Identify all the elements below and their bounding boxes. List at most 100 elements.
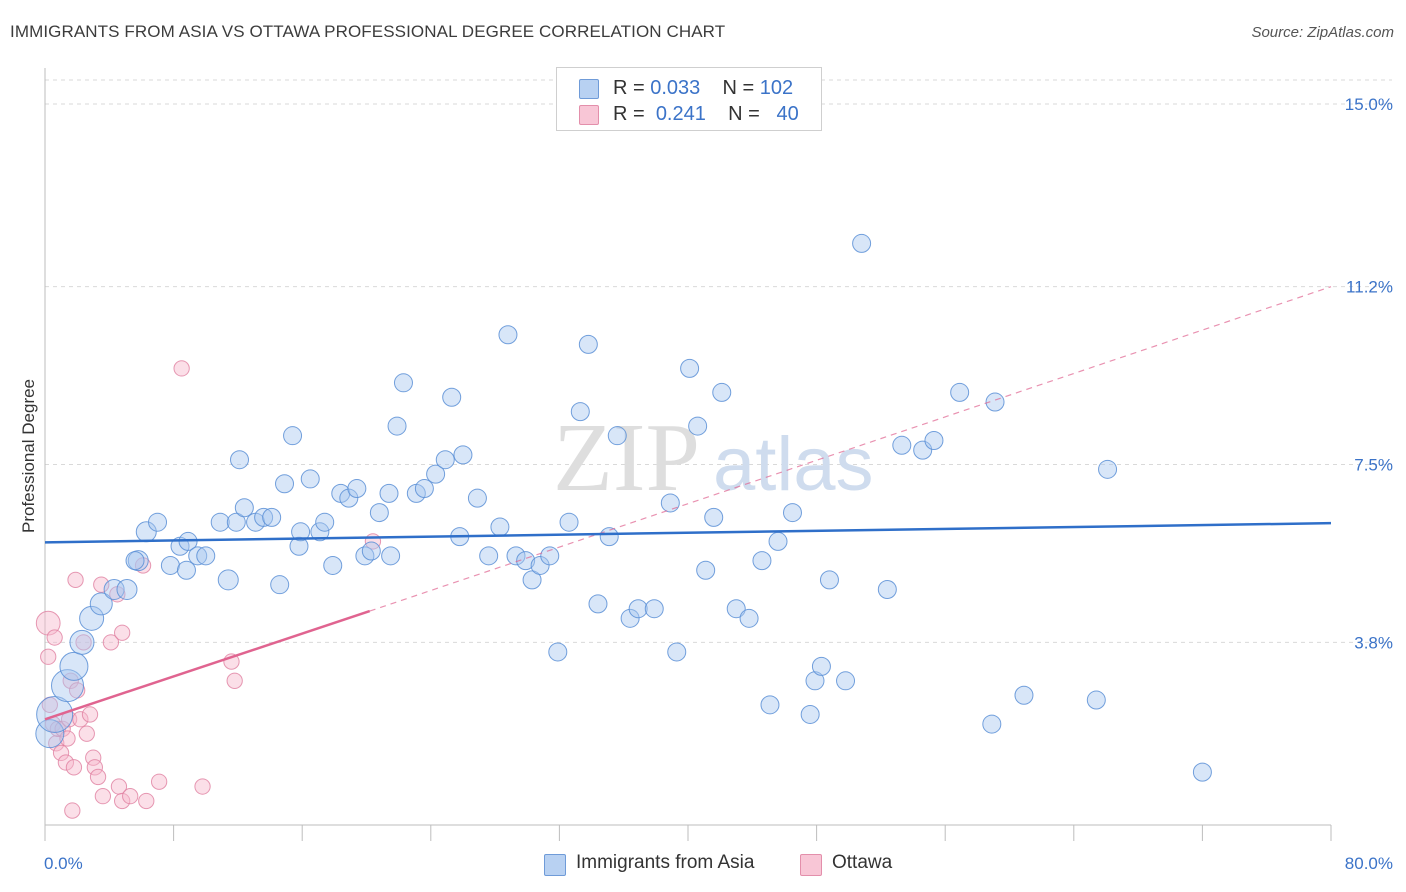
asia-point xyxy=(819,570,839,590)
asia-point xyxy=(270,575,290,595)
asia-point xyxy=(116,578,138,600)
bottom-legend-label-ottawa: Ottawa xyxy=(832,852,893,873)
asia-point xyxy=(479,546,499,566)
asia-trend-line xyxy=(44,521,1332,544)
asia-point xyxy=(712,382,732,402)
asia-point xyxy=(530,555,550,575)
ottawa-point xyxy=(52,744,70,762)
ottawa-point xyxy=(86,759,103,776)
asia-point xyxy=(283,426,303,446)
asia-point xyxy=(379,483,399,503)
asia-point xyxy=(607,426,627,446)
legend-r-label: R = xyxy=(613,77,645,99)
asia-point xyxy=(768,531,788,551)
grid-lines xyxy=(45,79,1392,643)
asia-point xyxy=(498,325,518,345)
ottawa-point xyxy=(114,792,131,810)
watermark-atlas: atlas xyxy=(713,422,874,507)
asia-point xyxy=(667,642,687,662)
ottawa-point xyxy=(150,773,168,790)
asia-point xyxy=(1014,685,1034,705)
ottawa-trend-line xyxy=(44,609,371,721)
asia-point xyxy=(226,512,246,532)
asia-point xyxy=(35,719,65,749)
y-axis-label: Professional Degree xyxy=(19,379,38,533)
asia-point xyxy=(196,546,216,566)
asia-point xyxy=(210,512,230,532)
asia-point xyxy=(339,488,359,508)
ottawa-point xyxy=(46,629,63,646)
legend-r-value: 0.241 xyxy=(655,103,706,125)
asia-point xyxy=(739,608,759,628)
ottawa-point xyxy=(78,725,95,742)
asia-point xyxy=(188,546,208,566)
asia-point xyxy=(950,382,970,402)
asia-point xyxy=(588,594,608,614)
ottawa-trend-extension xyxy=(369,286,1332,612)
asia-point xyxy=(387,416,407,436)
asia-point xyxy=(310,522,330,542)
legend-r-value: 0.033 xyxy=(650,77,701,99)
asia-point xyxy=(414,479,434,499)
asia-point xyxy=(275,474,295,494)
asia-point xyxy=(548,642,568,662)
asia-point xyxy=(644,599,664,619)
watermark-zip: ZIP xyxy=(553,404,700,512)
legend-r-label: R = xyxy=(613,103,645,125)
tick-labels: 3.8% 7.5% 11.2% 15.0% 0.0% 80.0% xyxy=(44,95,1393,873)
asia-point xyxy=(323,555,343,575)
bottom-legend-swatch-pink xyxy=(800,854,822,876)
asia-point xyxy=(800,704,820,724)
asia-point xyxy=(811,656,831,676)
asia-point xyxy=(892,435,912,455)
x-tick-label: 80.0% xyxy=(1345,854,1393,873)
chart-title: IMMIGRANTS FROM ASIA VS OTTAWA PROFESSIO… xyxy=(10,22,726,41)
asia-point xyxy=(36,695,74,733)
ottawa-point xyxy=(75,634,92,651)
asia-point xyxy=(361,541,381,561)
asia-point xyxy=(442,387,462,407)
correlation-legend: R = 0.033 N = 102 R = 0.241 N = 40 xyxy=(556,67,822,131)
asia-point xyxy=(148,512,168,532)
ottawa-point xyxy=(93,576,110,593)
asia-point xyxy=(347,479,367,499)
ottawa-point xyxy=(226,672,243,689)
ottawa-point xyxy=(102,634,120,651)
asia-point xyxy=(680,358,700,378)
legend-n-label: N = xyxy=(728,103,760,125)
asia-point xyxy=(985,392,1005,412)
asia-point xyxy=(628,599,648,619)
asia-point xyxy=(381,546,401,566)
ottawa-points xyxy=(35,360,382,819)
ottawa-point xyxy=(64,802,81,819)
asia-point xyxy=(599,527,619,547)
ottawa-point xyxy=(72,711,89,728)
asia-point xyxy=(1098,459,1118,479)
ottawa-point xyxy=(138,792,155,810)
asia-point xyxy=(369,503,389,523)
asia-point xyxy=(453,445,473,465)
legend-n-label: N = xyxy=(722,77,755,99)
trend-lines xyxy=(44,286,1332,721)
y-tick-label: 7.5% xyxy=(1354,456,1393,475)
ottawa-point xyxy=(62,672,79,689)
asia-point xyxy=(355,546,375,566)
asia-point xyxy=(160,555,180,575)
bottom-legend-label-asia: Immigrants from Asia xyxy=(576,852,755,873)
ottawa-point xyxy=(67,571,84,589)
watermark: ZIP atlas xyxy=(553,404,874,512)
asia-point xyxy=(805,671,825,691)
ottawa-point xyxy=(65,759,83,776)
bottom-legend-swatch-blue xyxy=(544,854,566,876)
asia-point xyxy=(752,551,772,571)
asia-point xyxy=(559,512,579,532)
source-credit: Source: ZipAtlas.com xyxy=(1251,24,1394,41)
asia-point xyxy=(315,512,335,532)
asia-point xyxy=(127,550,149,572)
y-tick-label: 3.8% xyxy=(1354,633,1393,652)
asia-point xyxy=(982,714,1002,734)
asia-point xyxy=(570,402,590,422)
asia-point xyxy=(125,551,145,571)
asia-point xyxy=(620,608,640,628)
